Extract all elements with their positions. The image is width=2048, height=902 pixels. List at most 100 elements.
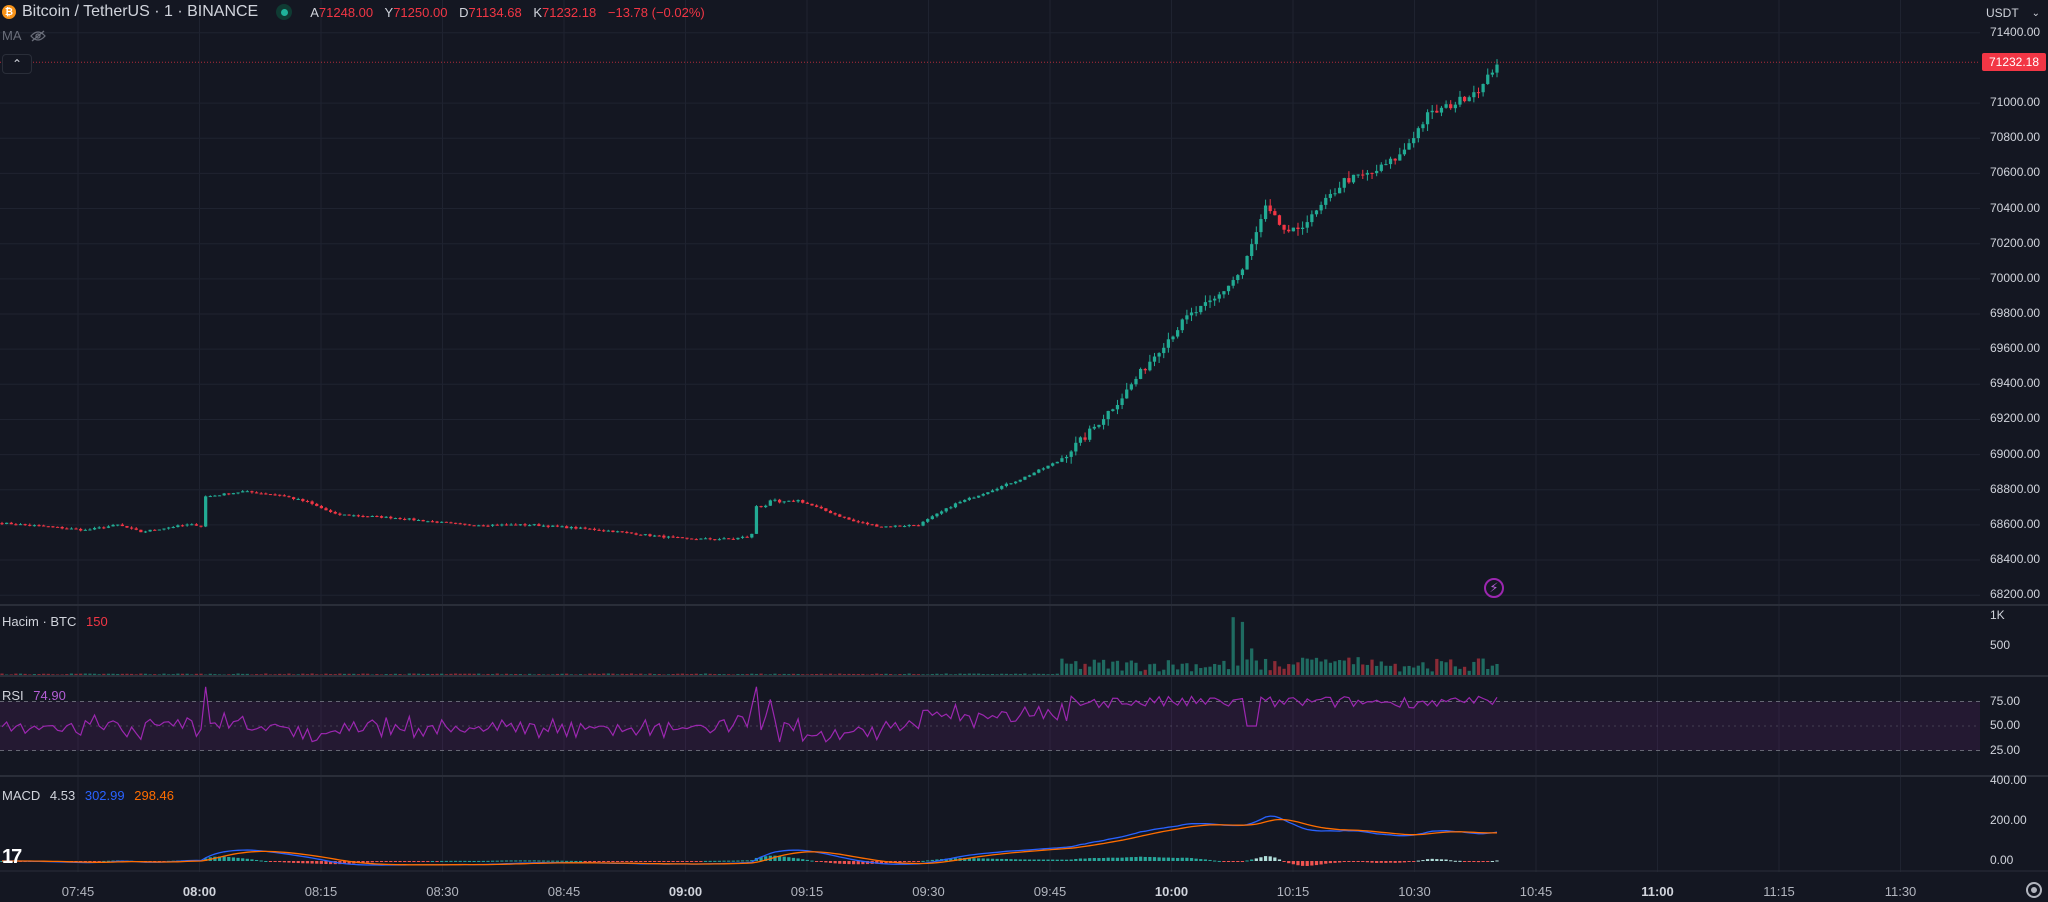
volume-bar [55,674,60,675]
macd-histogram-bar [440,860,444,862]
candle-body [1342,178,1346,188]
volume-bar [1069,663,1073,675]
candle-body [731,538,735,540]
volume-bar [1356,657,1360,675]
macd-histogram-bar [509,860,513,862]
volume-bar [83,673,87,675]
macd-histogram-bar [1347,861,1351,862]
time-tick-label: 08:00 [182,884,217,899]
volume-bar [416,673,421,675]
candle-body [652,535,657,537]
candle-body [1189,312,1194,316]
time-tick-label: 07:45 [61,884,95,899]
macd-histogram-bar [407,861,411,862]
macd-histogram-bar [740,860,745,862]
volume-bar [287,673,291,675]
volume-legend[interactable]: Hacim · BTC 150 [2,614,108,629]
macd-histogram-bar [639,861,643,862]
volume-bar [1305,658,1309,675]
volume-bar [1402,666,1407,675]
eye-hidden-icon[interactable] [29,30,46,42]
volume-bar [852,673,856,675]
currency-select[interactable]: USDT ⌄ [1982,2,2044,24]
macd-histogram-bar [1078,858,1083,861]
candle-body [1092,426,1096,429]
macd-histogram-bar [1439,859,1444,861]
macd-histogram-bar [1416,860,1420,862]
collapse-legend-button[interactable]: ⌃ [2,54,32,74]
volume-bar [560,673,564,675]
volume-bar [342,673,347,675]
candle-body [602,530,606,532]
candle-body [1014,481,1018,484]
volume-bar [23,673,27,675]
volume-bar [1439,661,1444,675]
candle-body [185,524,189,526]
volume-bar [819,673,823,675]
candle-body [46,526,50,528]
volume-bar [361,673,365,675]
volume-bar [1370,659,1374,675]
ma-legend[interactable]: MA [2,28,46,43]
macd-histogram-bar [861,861,865,865]
candle-body [666,536,671,538]
market-status-icon[interactable] [276,4,293,20]
volume-bar [555,673,560,675]
macd-histogram-bar [805,859,809,861]
macd-histogram-bar [1467,861,1471,862]
candle-body [588,528,592,530]
candle-body [333,511,337,514]
candle-body [486,525,490,527]
macd-histogram-bar [1055,859,1059,861]
macd-histogram-bar [1351,861,1356,862]
candle-body [759,506,763,508]
candle-body [148,529,152,532]
candle-body [1208,300,1212,303]
candle-body [125,526,129,528]
macd-histogram-bar [1365,861,1370,863]
volume-bar [458,673,462,675]
volume-bar [106,673,111,675]
volume-bar [1078,668,1083,675]
lightning-icon[interactable]: ⚡ [1484,578,1504,598]
candle-body [976,495,981,498]
time-tick-label: 09:30 [912,884,945,899]
candle-body [1324,197,1328,205]
candle-body [453,522,458,524]
volume-bar [602,673,606,675]
rsi-legend[interactable]: RSI 74.90 [2,688,66,703]
volume-bar [42,673,46,675]
symbol-title[interactable]: Bitcoin / TetherUS · 1 · BINANCE [22,3,259,20]
macd-histogram-bar [1319,861,1323,865]
macd-histogram-bar [1088,858,1092,861]
candle-body [912,525,916,527]
candle-body [69,528,74,530]
candle-body [1226,285,1231,292]
candle-body [958,501,962,504]
candle-body [129,527,134,529]
macd-histogram-bar [1300,861,1305,866]
volume-bar [810,674,814,675]
volume-bar [217,674,222,675]
volume-bar [1037,673,1041,675]
candle-body [227,493,231,495]
volume-bar [708,673,712,675]
volume-bar [102,673,106,675]
tradingview-logo[interactable]: 17 [2,846,22,868]
candle-body [264,493,268,495]
macd-histogram-bar [1189,858,1194,861]
volume-bar [750,673,754,675]
candle-body [1402,149,1407,155]
candle-body [259,493,263,495]
time-tick-label: 11:30 [1884,884,1917,899]
candle-body [884,526,888,528]
candle-body [412,518,416,521]
macd-histogram-bar [708,860,712,862]
candle-body [384,516,388,518]
volume-bar [551,674,555,675]
macd-legend[interactable]: MACD 4.53 302.99 298.46 [2,788,174,803]
macd-histogram-bar [254,859,259,861]
settings-icon[interactable] [2026,882,2042,898]
candle-body [1425,112,1430,125]
